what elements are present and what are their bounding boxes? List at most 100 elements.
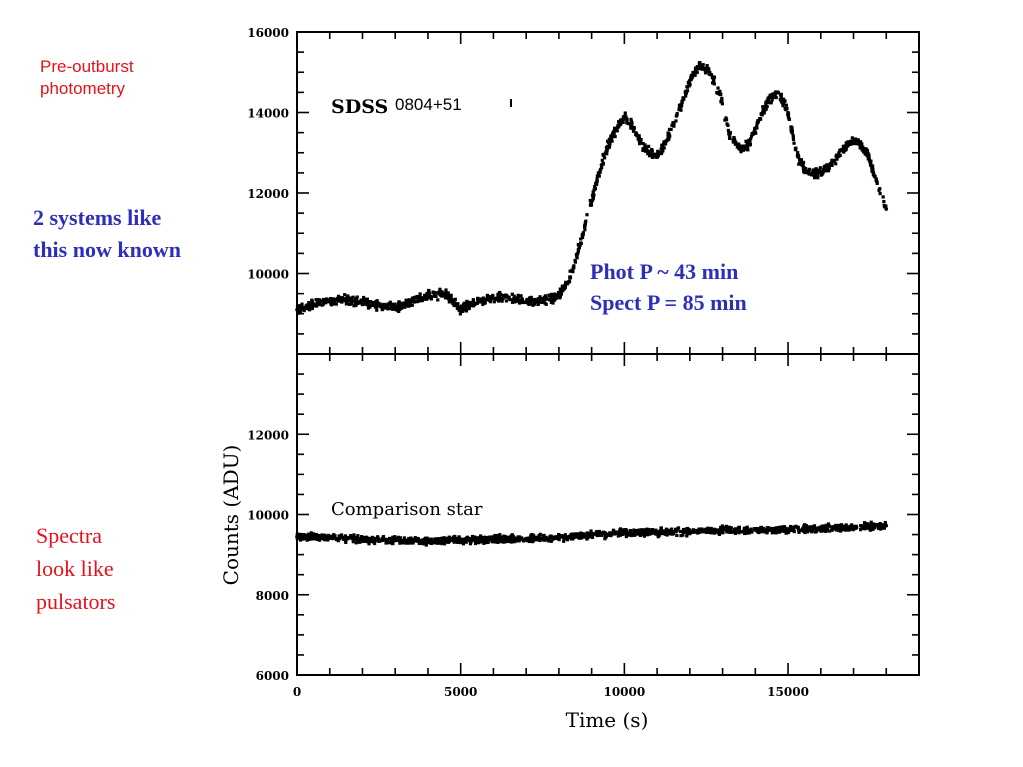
top-scatter-point <box>719 100 723 104</box>
top-scatter-point <box>340 298 344 302</box>
top-scatter-point <box>552 298 556 302</box>
top-scatter-point <box>427 289 431 293</box>
top-scatter-point <box>559 290 563 294</box>
top-scatter-point <box>801 160 806 165</box>
bottom-scatter-point <box>873 524 877 528</box>
top-scatter-point <box>460 306 464 311</box>
top-scatter-point <box>869 163 873 167</box>
bottom-scatter-point <box>727 525 731 529</box>
bottom-scatter-point <box>306 535 311 539</box>
bottom-scatter-point <box>628 528 632 533</box>
top-scatter-point <box>608 142 612 146</box>
bottom-scatter-point <box>756 529 760 533</box>
top-scatter-point <box>780 97 784 101</box>
top-scatter-point <box>579 237 583 241</box>
bottom-scatter-point <box>708 530 712 534</box>
top-scatter-point <box>619 122 623 126</box>
top-scatter-point <box>878 187 882 191</box>
top-scatter-point <box>865 154 869 158</box>
top-scatter-point <box>648 151 653 155</box>
bottom-scatter-point <box>501 539 506 543</box>
top-scatter-point <box>560 285 565 289</box>
bottom-scatter-point <box>706 529 710 533</box>
top-scatter-point <box>593 186 597 191</box>
bottom-scatter-point <box>522 538 526 542</box>
bottom-scatter-point <box>362 536 366 540</box>
top-scatter-point <box>728 131 732 135</box>
top-scatter-point <box>800 163 804 167</box>
top-scatter-point <box>758 116 762 121</box>
top-scatter-point <box>595 182 599 186</box>
bottom-scatter-point <box>765 526 769 530</box>
top-scatter-point <box>703 69 707 73</box>
top-scatter-point <box>549 292 554 296</box>
top-scatter-point <box>422 293 427 297</box>
bottom-scatter-point <box>589 529 593 533</box>
top-scatter-point <box>576 247 581 252</box>
top-scatter-point <box>390 307 395 311</box>
top-scatter-point <box>784 103 788 107</box>
top-scatter-point <box>689 75 693 79</box>
bottom-scatter-point <box>461 539 466 543</box>
x-tick-label: 5000 <box>444 685 477 699</box>
top-scatter-point <box>869 159 873 163</box>
top-scatter-point <box>846 142 851 146</box>
bottom-scatter-point <box>725 530 729 534</box>
top-scatter-point <box>449 293 453 297</box>
bottom-scatter-point <box>423 541 428 545</box>
bottom-scatter-point <box>530 539 535 543</box>
top-scatter-point <box>823 168 827 172</box>
top-y-tick-labels: 10000 12000 14000 16000 <box>247 26 289 282</box>
bottom-scatter-point <box>305 538 309 542</box>
top-scatter-point <box>321 300 325 304</box>
bottom-scatter-point <box>810 525 815 529</box>
top-scatter-point <box>732 136 736 140</box>
top-scatter-point <box>505 294 509 298</box>
top-scatter-point <box>444 294 448 298</box>
top-scatter-point <box>515 298 519 302</box>
top-scatter-point <box>306 307 310 311</box>
bottom-scatter-point <box>869 520 873 524</box>
top-scatter-point <box>860 148 864 152</box>
top-scatter-point <box>724 118 729 122</box>
top-scatter-point <box>655 154 660 158</box>
bottom-scatter-point <box>478 539 483 543</box>
bottom-scatter-point <box>706 526 710 530</box>
spectra-line-3: pulsators <box>36 589 116 614</box>
top-scatter-point <box>814 167 818 171</box>
top-scatter-point <box>547 293 551 297</box>
top-scatter-point <box>477 300 482 304</box>
top-scatter-point <box>429 295 433 299</box>
bottom-scatter-point <box>419 540 423 544</box>
top-scatter-point <box>645 148 649 152</box>
bottom-scatter-point <box>703 529 707 534</box>
bottom-scatter-point <box>738 530 742 534</box>
bottom-scatter-point <box>836 527 840 531</box>
bottom-scatter-point <box>356 534 360 538</box>
bottom-scatter-point <box>687 530 691 534</box>
top-scatter-point <box>781 104 785 108</box>
top-scatter-point <box>607 145 612 149</box>
top-scatter-point <box>839 148 843 152</box>
top-scatter-point <box>815 170 819 174</box>
top-scatter-point <box>727 134 732 138</box>
bottom-scatter-point <box>636 529 641 534</box>
top-scatter-point <box>508 297 512 302</box>
bottom-scatter-point <box>664 532 668 536</box>
top-scatter-point <box>829 161 834 166</box>
top-scatter-point <box>485 293 490 297</box>
bottom-scatter-point <box>538 536 542 540</box>
bottom-scatter-point <box>596 532 600 536</box>
top-scatter-point <box>344 302 349 306</box>
top-scatter-point <box>517 298 521 302</box>
top-scatter-point <box>580 235 585 240</box>
bottom-scatter-point <box>359 539 363 544</box>
bottom-scatter-point <box>676 526 681 530</box>
bottom-scatter-point <box>737 528 741 532</box>
bottom-scatter-point <box>713 530 717 534</box>
top-scatter-point <box>504 299 509 303</box>
top-scatter-point <box>356 299 360 304</box>
top-scatter-point <box>446 291 450 295</box>
top-scatter-point <box>375 308 379 312</box>
bottom-scatter-point <box>385 540 389 545</box>
